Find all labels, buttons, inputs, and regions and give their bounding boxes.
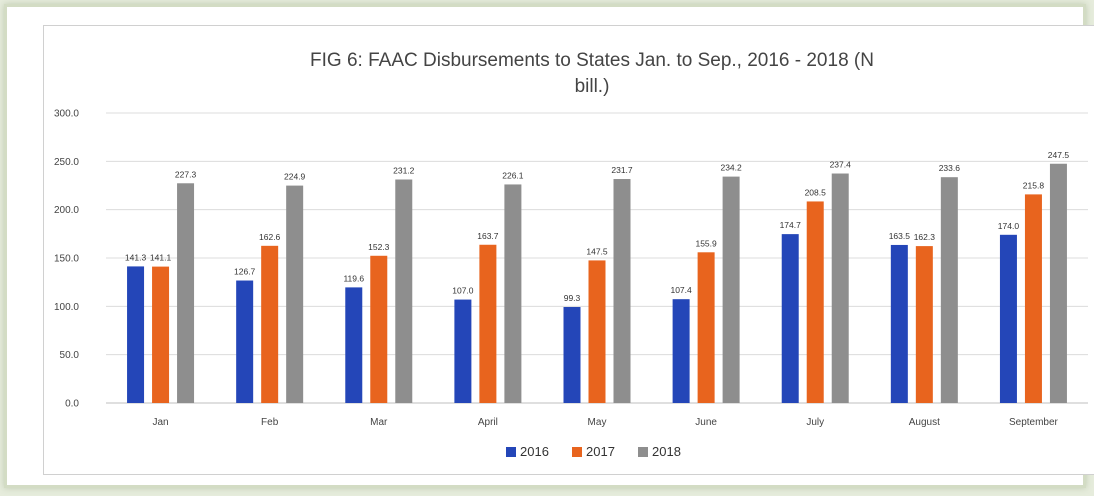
data-label: 247.5 xyxy=(1048,150,1070,160)
bar-2016-feb xyxy=(236,280,254,403)
y-tick-label: 50.0 xyxy=(60,350,80,361)
x-tick-label: Feb xyxy=(261,417,279,428)
data-label: 215.8 xyxy=(1023,180,1045,190)
y-tick-label: 250.0 xyxy=(54,157,79,168)
data-label: 147.5 xyxy=(586,246,608,256)
data-label: 141.1 xyxy=(150,253,172,263)
data-label: 162.3 xyxy=(914,232,936,242)
data-label: 231.2 xyxy=(393,166,415,176)
x-tick-label: May xyxy=(588,417,607,428)
data-label: 152.3 xyxy=(368,242,390,252)
data-label: 174.7 xyxy=(780,220,802,230)
x-tick-label: August xyxy=(909,417,940,428)
data-label: 227.3 xyxy=(175,169,197,179)
bar-2016-september xyxy=(999,234,1017,403)
legend-swatch-2017 xyxy=(572,447,582,457)
legend-label: 2017 xyxy=(586,444,615,459)
y-tick-label: 150.0 xyxy=(54,254,79,265)
data-label: 119.6 xyxy=(343,273,364,283)
bar-2017-june xyxy=(697,252,715,403)
chart-title-line2: bill.) xyxy=(575,76,610,97)
y-tick-label: 200.0 xyxy=(54,205,79,216)
data-label: 126.7 xyxy=(234,267,256,277)
x-tick-label: April xyxy=(478,417,498,428)
data-label: 163.5 xyxy=(889,231,911,241)
bar-2018-jan xyxy=(177,183,195,403)
bar-2017-may xyxy=(588,260,606,403)
bar-2016-may xyxy=(563,307,581,403)
y-tick-label: 300.0 xyxy=(54,109,79,120)
bar-2017-feb xyxy=(261,245,279,403)
x-axis-ticks: Jan Feb Mar April May June July August September xyxy=(152,417,1058,428)
legend-label: 2018 xyxy=(652,444,681,459)
data-label: 107.0 xyxy=(452,286,474,296)
bars xyxy=(127,163,1067,403)
bar-2018-mar xyxy=(395,179,413,403)
y-tick-label: 0.0 xyxy=(65,399,79,410)
bar-2017-august xyxy=(915,246,933,403)
data-labels: 141.3 141.1 227.3 126.7 162.6 224.9 119.6 152.3… xyxy=(125,150,1069,303)
data-label: 234.2 xyxy=(720,163,742,173)
bar-2017-jan xyxy=(152,266,170,403)
data-label: 224.9 xyxy=(284,172,306,182)
data-label: 174.0 xyxy=(998,221,1020,231)
legend: 2016 2017 2018 xyxy=(506,444,681,459)
data-label: 155.9 xyxy=(695,238,717,248)
data-label: 162.6 xyxy=(259,232,281,242)
bar-2017-mar xyxy=(370,255,388,403)
data-label: 141.3 xyxy=(125,252,147,262)
bar-2016-july xyxy=(781,234,799,403)
data-label: 99.3 xyxy=(564,293,581,303)
data-label: 237.4 xyxy=(830,160,852,170)
legend-swatch-2016 xyxy=(506,447,516,457)
x-tick-label: September xyxy=(1009,417,1059,428)
bar-2017-april xyxy=(479,244,497,403)
chart-area: FIG 6: FAAC Disbursements to States Jan.… xyxy=(43,25,1094,475)
data-label: 231.7 xyxy=(611,165,633,175)
x-tick-label: June xyxy=(695,417,717,428)
bar-2018-feb xyxy=(286,185,304,403)
chart-title-line1: FIG 6: FAAC Disbursements to States Jan.… xyxy=(310,50,874,71)
x-tick-label: July xyxy=(806,417,824,428)
bar-2018-june xyxy=(722,176,740,403)
x-tick-label: Jan xyxy=(152,417,168,428)
bar-2016-jan xyxy=(127,266,145,403)
bar-2018-may xyxy=(613,179,631,403)
bar-2017-september xyxy=(1024,194,1042,403)
bar-2018-april xyxy=(504,184,522,403)
bar-2016-august xyxy=(890,244,908,403)
bar-2016-mar xyxy=(345,287,363,403)
data-label: 163.7 xyxy=(477,231,499,241)
data-label: 208.5 xyxy=(805,187,827,197)
y-tick-label: 100.0 xyxy=(54,302,79,313)
bar-2016-april xyxy=(454,299,472,403)
legend-label: 2016 xyxy=(520,444,549,459)
data-label: 226.1 xyxy=(502,170,524,180)
y-axis-ticks: 0.0 50.0 100.0 150.0 200.0 250.0 300.0 xyxy=(54,109,79,410)
x-tick-label: Mar xyxy=(370,417,388,428)
bar-2016-june xyxy=(672,299,690,403)
chart-frame: FIG 6: FAAC Disbursements to States Jan.… xyxy=(4,4,1094,488)
data-label: 233.6 xyxy=(939,163,961,173)
bar-2018-july xyxy=(831,173,849,403)
bar-2018-august xyxy=(940,177,958,403)
data-label: 107.4 xyxy=(670,285,692,295)
legend-swatch-2018 xyxy=(638,447,648,457)
bar-2018-september xyxy=(1049,163,1067,403)
bar-chart: FIG 6: FAAC Disbursements to States Jan.… xyxy=(54,50,1088,459)
bar-2017-july xyxy=(806,201,824,403)
